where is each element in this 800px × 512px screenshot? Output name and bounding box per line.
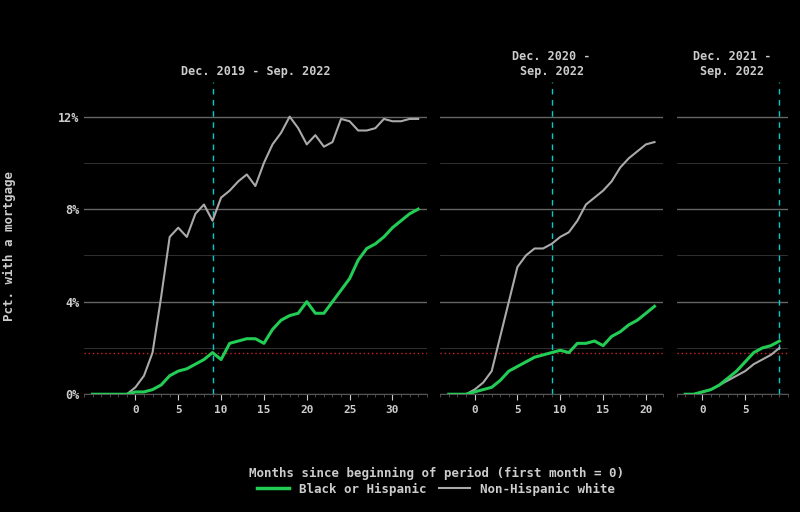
Title: Dec. 2020 -
Sep. 2022: Dec. 2020 - Sep. 2022 [513, 50, 591, 78]
Text: Pct. with a mortgage: Pct. with a mortgage [3, 171, 16, 321]
Title: Dec. 2019 - Sep. 2022: Dec. 2019 - Sep. 2022 [181, 65, 330, 78]
Title: Dec. 2021 -
Sep. 2022: Dec. 2021 - Sep. 2022 [693, 50, 771, 78]
Text: Months since beginning of period (first month = 0): Months since beginning of period (first … [249, 467, 623, 480]
Legend: Black or Hispanic, Non-Hispanic white: Black or Hispanic, Non-Hispanic white [252, 478, 620, 501]
